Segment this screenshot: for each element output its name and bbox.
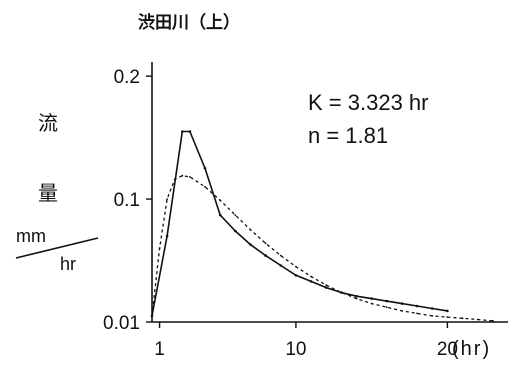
y-label-char-volume: 量 — [38, 181, 58, 205]
x-unit-label: (hr) — [452, 338, 491, 360]
y-tick-label: 0.2 — [114, 67, 140, 88]
dashed-series-point — [461, 317, 464, 320]
dashed-series-point — [234, 214, 237, 217]
solid-series-point — [188, 130, 192, 133]
dashed-series-point — [446, 316, 449, 318]
x-tick-label: 20 — [437, 339, 458, 360]
dashed-series-point — [295, 265, 297, 268]
dashed-series-point — [204, 185, 206, 188]
solid-series-point — [309, 280, 313, 283]
dashed-series-point — [151, 315, 153, 317]
solid-series-point — [324, 286, 328, 289]
y-label-char-flow: 流 — [38, 111, 58, 135]
solid-series-point — [370, 297, 374, 300]
dashed-series-point — [385, 306, 388, 309]
param-k: K = 3.323 hr — [308, 90, 428, 115]
dashed-series-point — [476, 318, 479, 321]
dashed-series-point — [181, 174, 184, 177]
y-tick-label: 0.01 — [103, 313, 140, 334]
y-tick-group: 0.2 0.1 0.01 — [103, 67, 152, 334]
solid-series-point — [294, 274, 298, 277]
dashed-series-point — [173, 178, 176, 181]
y-unit-divider — [15, 237, 99, 259]
dashed-series-point — [264, 242, 267, 245]
solid-series-point — [264, 254, 267, 257]
solid-series-point — [165, 234, 169, 238]
dashed-series-point — [416, 312, 418, 315]
dashed-series-point — [431, 315, 434, 317]
solid-series-point — [415, 304, 419, 308]
dashed-series-point — [249, 228, 252, 231]
dashed-series-point — [401, 310, 403, 312]
solid-series-point — [400, 302, 404, 305]
dashed-series-point — [158, 247, 161, 250]
solid-series-point — [249, 243, 252, 246]
solid-series-point — [181, 130, 184, 133]
solid-series-point — [234, 229, 237, 233]
dashed-series-point — [370, 302, 373, 305]
dashed-series-point — [166, 198, 169, 201]
solid-series-point — [203, 167, 207, 170]
dashed-series-point — [279, 254, 282, 257]
y-unit-denominator: hr — [60, 254, 76, 274]
solid-series-point — [355, 294, 358, 298]
solid-series-point — [431, 307, 434, 310]
chart-title: 渋田川（上） — [138, 12, 240, 33]
dashed-series-point — [355, 297, 358, 300]
dashed-series-line — [151, 175, 493, 322]
solid-series-point — [446, 309, 449, 313]
dashed-series-point — [219, 199, 222, 202]
x-tick-label: 1 — [154, 339, 165, 360]
dashed-series-point — [492, 319, 494, 322]
dashed-series-point — [310, 275, 312, 278]
dashed-series-point — [325, 284, 328, 286]
x-tick-label: 10 — [285, 339, 306, 360]
dashed-series-point — [189, 176, 191, 178]
y-tick-label: 0.1 — [114, 190, 140, 211]
param-n: n = 1.81 — [308, 123, 388, 148]
y-unit-numerator: mm — [16, 226, 46, 246]
solid-series-point — [218, 213, 222, 217]
dashed-series-point — [340, 291, 343, 294]
solid-series-point — [279, 264, 283, 267]
solid-series-point — [385, 299, 389, 303]
x-tick-group: 1 10 20 — [154, 322, 458, 360]
solid-series-line — [151, 130, 448, 317]
series-layer — [150, 130, 494, 322]
